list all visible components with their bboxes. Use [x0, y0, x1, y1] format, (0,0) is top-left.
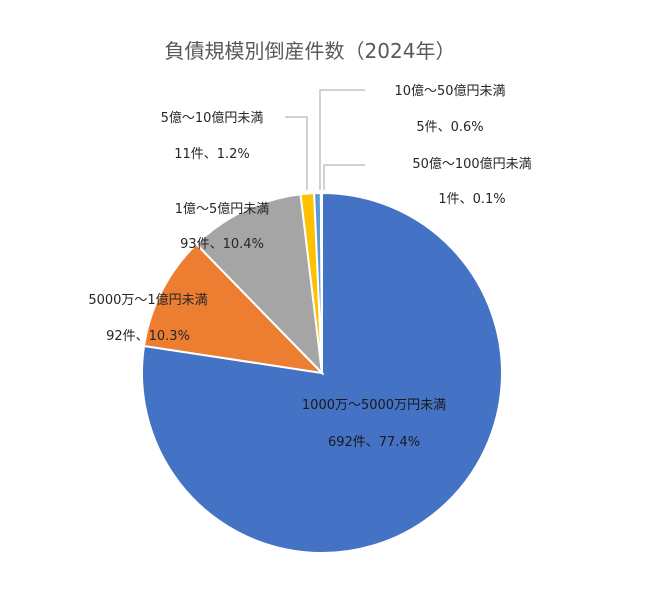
slice-label-value-0: 692件、77.4%	[328, 435, 420, 450]
slice-label-value-5: 1件、0.1%	[438, 192, 505, 207]
chart-title: 負債規模別倒産件数（2024年）	[165, 39, 456, 63]
pie-slice-2	[194, 193, 324, 376]
slice-label-value-2: 93件、10.4%	[180, 237, 264, 252]
slice-label-name-5: 50億～100億円未満	[412, 156, 531, 172]
leader-line-5-10oku	[285, 116, 308, 190]
slice-label-name-4: 10億～50億円未満	[394, 83, 505, 99]
slice-label-name-1: 5000万～1億円未満	[88, 292, 207, 308]
pie-slice-1	[142, 242, 325, 375]
slice-label-value-4: 5件、0.6%	[416, 120, 483, 135]
slice-label-value-3: 11件、1.2%	[174, 147, 250, 162]
pie-slice-5	[319, 191, 323, 374]
leader-line-10-50oku	[319, 89, 365, 190]
slice-label-name-3: 5億～10億円未満	[161, 110, 264, 126]
slice-label-value-1: 92件、10.3%	[106, 329, 190, 344]
slice-label-name-0: 1000万～5000万円未満	[302, 398, 446, 413]
pie-slices	[141, 191, 503, 554]
leader-line-50-100oku	[323, 164, 365, 190]
slice-label-name-2: 1億～5億円未満	[175, 201, 270, 217]
